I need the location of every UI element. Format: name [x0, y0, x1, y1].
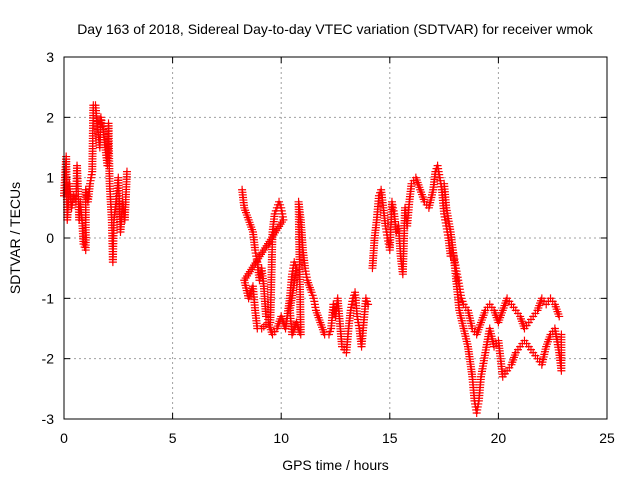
- y-tick-label: 1: [46, 170, 54, 186]
- x-tick-labels: 0 5 10 15 20 25: [60, 430, 615, 446]
- x-tick-label: 5: [169, 430, 177, 446]
- chart-title: Day 163 of 2018, Sidereal Day-to-day VTE…: [77, 21, 594, 37]
- y-tick-label: 0: [46, 230, 54, 246]
- x-axis-label: GPS time / hours: [282, 457, 389, 473]
- y-tick-label: 2: [46, 109, 54, 125]
- y-tick-label: -1: [42, 290, 55, 306]
- y-tick-labels: -3 -2 -1 0 1 2 3: [42, 49, 55, 427]
- x-tick-label: 0: [60, 430, 68, 446]
- y-tick-label: 3: [46, 49, 54, 65]
- x-tick-label: 20: [491, 430, 507, 446]
- y-axis-label: SDTVAR / TECUs: [7, 182, 23, 294]
- x-tick-label: 15: [382, 430, 398, 446]
- data-point: [557, 330, 566, 339]
- x-tick-label: 25: [599, 430, 615, 446]
- data-point: [364, 300, 373, 309]
- y-tick-label: -2: [42, 351, 55, 367]
- x-tick-label: 10: [273, 430, 289, 446]
- data-point: [122, 167, 131, 176]
- data-point: [259, 322, 268, 331]
- plot-frame: [63, 56, 608, 420]
- grid-lines: [64, 57, 607, 419]
- data-point: [555, 312, 564, 321]
- data-points: [60, 101, 566, 417]
- y-tick-label: -3: [42, 411, 55, 427]
